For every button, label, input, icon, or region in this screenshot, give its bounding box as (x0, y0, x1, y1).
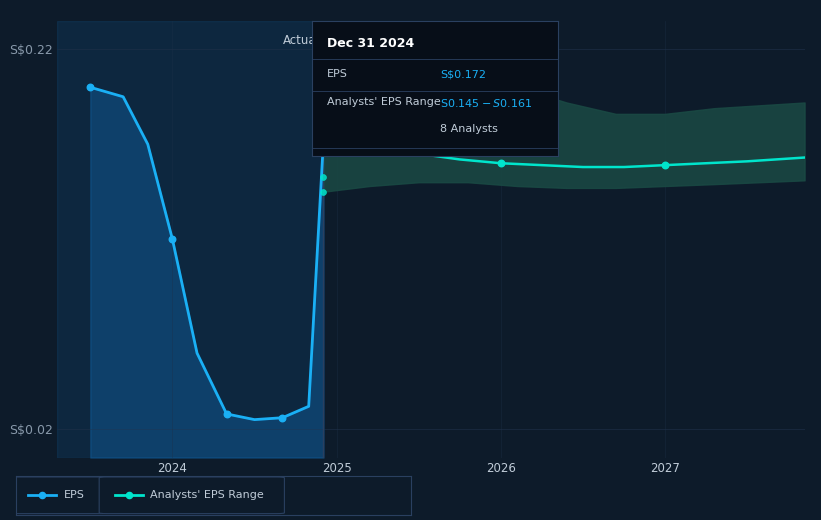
Point (317, 172, 330, 180)
Point (84, 83, 97, 92)
Text: EPS: EPS (327, 70, 347, 80)
Point (317, 136, 330, 145)
Text: Dec 31 2024: Dec 31 2024 (327, 37, 414, 50)
FancyBboxPatch shape (99, 477, 284, 514)
Text: S$0.145 - S$0.161: S$0.145 - S$0.161 (440, 97, 533, 109)
Point (317, 188, 330, 196)
Point (276, 413, 289, 422)
Text: Analysts Forecasts: Analysts Forecasts (332, 34, 442, 47)
Text: Actual: Actual (283, 34, 320, 47)
Text: EPS: EPS (64, 490, 85, 500)
Point (494, 159, 507, 167)
Point (317, 136, 330, 145)
Point (35, 491, 48, 499)
Text: Analysts' EPS Range: Analysts' EPS Range (327, 97, 441, 107)
Point (166, 235, 179, 243)
Text: 8 Analysts: 8 Analysts (440, 124, 498, 134)
Point (122, 491, 135, 499)
Point (220, 410, 233, 418)
Point (317, 136, 330, 145)
Bar (57, 21, 323, 458)
Point (658, 161, 672, 170)
Text: Analysts' EPS Range: Analysts' EPS Range (150, 490, 264, 500)
FancyBboxPatch shape (12, 477, 107, 514)
Text: S$0.172: S$0.172 (440, 70, 486, 80)
